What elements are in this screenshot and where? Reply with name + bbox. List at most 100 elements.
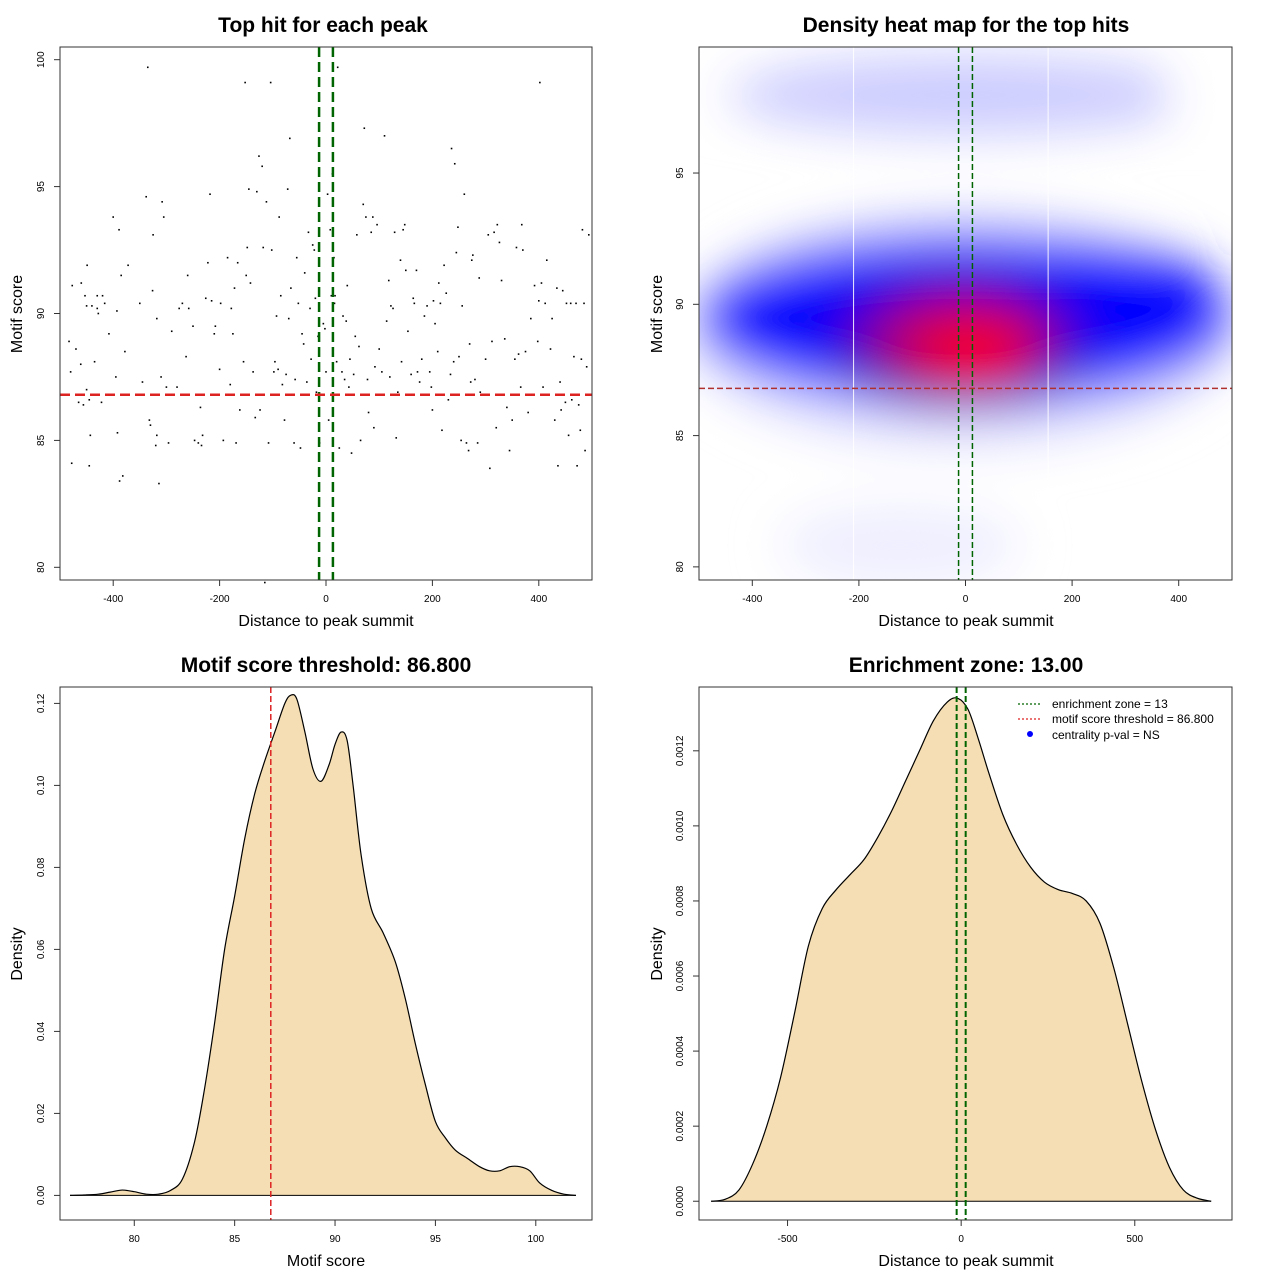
y-tick-label: 85: [675, 430, 686, 442]
data-point: [484, 358, 487, 360]
data-point: [524, 350, 527, 353]
data-point: [336, 66, 339, 69]
data-point: [116, 431, 119, 434]
data-point: [365, 216, 367, 218]
data-point: [428, 371, 431, 373]
density-blobs: [699, 50, 1232, 580]
data-point: [573, 355, 575, 358]
data-point: [264, 581, 266, 584]
data-point: [299, 447, 302, 449]
data-point: [294, 378, 296, 381]
data-point: [148, 419, 151, 421]
data-point: [423, 315, 426, 317]
data-point: [385, 320, 388, 322]
data-point: [432, 300, 435, 302]
data-point: [390, 305, 392, 307]
data-point: [530, 317, 532, 320]
data-point: [242, 360, 245, 363]
data-point: [97, 312, 100, 315]
data-point: [549, 348, 552, 350]
panel-3-title: Motif score threshold: 86.800: [181, 654, 472, 677]
x-tick-label: -400: [103, 594, 123, 605]
data-point: [315, 391, 318, 393]
scatter-points: [68, 66, 590, 584]
data-point: [449, 373, 452, 376]
data-point: [538, 300, 540, 302]
data-point: [310, 358, 312, 360]
data-point: [309, 307, 311, 310]
density-fill: [711, 697, 1212, 1202]
data-point: [520, 223, 523, 226]
data-point: [96, 294, 99, 297]
data-point: [363, 127, 366, 130]
data-point: [443, 264, 445, 267]
data-point: [352, 373, 355, 376]
data-point: [470, 259, 473, 261]
data-point: [556, 287, 558, 289]
legend: enrichment zone = 13 motif score thresho…: [1018, 697, 1214, 742]
data-point: [412, 297, 415, 300]
data-point: [248, 188, 250, 190]
data-point: [356, 234, 358, 236]
y-tick-label: 0.0002: [675, 1110, 686, 1141]
data-point: [199, 406, 202, 409]
data-point: [405, 269, 407, 272]
data-point: [359, 439, 362, 442]
y-tick-label: 0.02: [36, 1103, 47, 1123]
data-point: [68, 340, 70, 343]
data-point: [458, 355, 460, 358]
data-point: [297, 302, 300, 305]
y-tick-label: 0.08: [36, 857, 47, 877]
y-axis-ticks: 80 85 90 95: [675, 167, 699, 572]
distance-density-panel: Enrichment zone: 13.00 -500 0 500 0.00000.…: [649, 654, 1233, 1270]
data-point: [207, 261, 209, 264]
data-point: [415, 269, 418, 272]
density-curve: [70, 693, 577, 1196]
data-point: [447, 398, 450, 401]
x-tick-label: -200: [849, 594, 869, 605]
x-axis-ticks: -400 -200 0 200 400: [742, 580, 1187, 605]
x-tick-label: 0: [963, 594, 969, 605]
data-point: [455, 251, 458, 254]
data-point: [71, 284, 74, 287]
data-point: [311, 244, 314, 246]
data-point: [539, 81, 541, 84]
data-point: [418, 381, 421, 383]
x-tick-label: -200: [210, 594, 230, 605]
data-point: [307, 231, 310, 234]
data-point: [115, 376, 117, 378]
data-point: [69, 371, 72, 373]
data-point: [283, 419, 286, 421]
data-point: [580, 358, 583, 360]
data-point: [193, 439, 196, 442]
y-tick-label: 0.04: [36, 1021, 47, 1041]
data-point: [358, 345, 360, 348]
data-point: [313, 249, 316, 251]
data-point: [581, 228, 584, 231]
data-point: [281, 383, 284, 386]
data-point: [229, 383, 232, 386]
data-point: [366, 378, 369, 381]
data-point: [103, 302, 106, 305]
data-point: [565, 302, 568, 305]
heatmap-panel: Density heat map for the top hits -400 -2…: [649, 14, 1233, 630]
data-point: [374, 366, 376, 368]
data-point: [474, 378, 476, 381]
data-point: [373, 426, 375, 429]
data-point: [495, 426, 498, 429]
data-point: [453, 162, 456, 165]
y-tick-label: 0.00: [36, 1185, 47, 1205]
data-point: [303, 272, 306, 274]
data-point: [270, 249, 273, 251]
data-point: [101, 294, 104, 297]
data-point: [265, 201, 268, 203]
x-axis-ticks: -400 -200 0 200 400: [103, 580, 548, 605]
x-tick-label: 85: [229, 1234, 241, 1245]
data-point: [89, 434, 92, 437]
data-point: [185, 355, 187, 358]
y-tick-label: 80: [36, 561, 47, 573]
data-point: [536, 340, 539, 343]
data-point: [88, 398, 91, 401]
data-point: [479, 391, 482, 393]
legend-label-pval: centrality p-val = NS: [1052, 728, 1160, 742]
